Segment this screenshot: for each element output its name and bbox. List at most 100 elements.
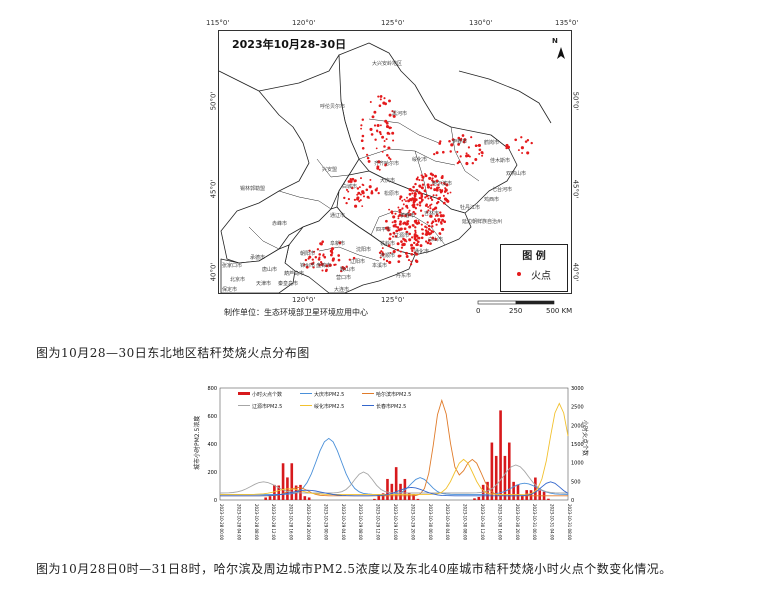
fire-point xyxy=(374,188,378,192)
fire-point xyxy=(360,124,363,127)
fire-point xyxy=(520,136,523,139)
fire-count-bar xyxy=(273,484,276,500)
fire-point xyxy=(445,183,449,187)
legend-text: 辽源市PM2.5 xyxy=(252,404,283,410)
map-canvas xyxy=(219,42,565,293)
fire-point xyxy=(421,175,425,179)
fire-point xyxy=(429,214,433,218)
legend-text: 哈尔滨市PM2.5 xyxy=(376,392,412,398)
fire-point xyxy=(419,192,422,195)
fire-point xyxy=(433,218,436,221)
fire-point xyxy=(415,260,419,263)
fire-count-bar xyxy=(538,490,542,500)
y-tick-left: 200 xyxy=(207,470,217,476)
fire-point xyxy=(367,159,371,163)
fire-point xyxy=(361,118,365,121)
place-label: 丹东市 xyxy=(396,273,412,279)
x-tick: 2023-10-28 04:00 xyxy=(236,504,241,541)
fire-point xyxy=(388,113,392,117)
fire-point xyxy=(420,186,424,190)
fire-point xyxy=(424,190,427,193)
fire-count-bar xyxy=(307,497,311,500)
fire-point xyxy=(345,188,349,191)
fire-point xyxy=(412,246,415,250)
y-tick-right: 1000 xyxy=(571,461,584,467)
y-tick-right: 2500 xyxy=(571,405,584,411)
place-label: 松原市 xyxy=(384,191,400,197)
fire-count-bar xyxy=(494,455,498,500)
fire-point xyxy=(413,251,417,255)
place-label: 葫芦岛市 xyxy=(284,271,305,277)
fire-point xyxy=(386,226,389,229)
fire-point xyxy=(465,161,468,165)
chart-legend: 小时火点个数 大庆市PM2.5 哈尔滨市PM2.5 辽源市PM2.5 绥化市PM… xyxy=(238,392,428,418)
fire-point xyxy=(465,152,468,155)
scale-bar xyxy=(477,300,555,305)
place-label: 沈阳市 xyxy=(356,247,372,253)
fire-point xyxy=(366,156,370,160)
fire-point xyxy=(401,214,404,217)
x-tick: 2023-10-31 04:00 xyxy=(550,504,555,541)
fire-point xyxy=(360,177,362,180)
fire-point xyxy=(414,207,418,210)
place-label: 鸡西市 xyxy=(484,197,500,203)
fire-point xyxy=(368,197,370,199)
fire-point xyxy=(396,226,400,229)
lat-tick: 50°0' xyxy=(209,91,218,111)
pm25-fire-chart: 0 200 400 600 800 0 500 1000 1500 2000 2500 3000 202… xyxy=(207,386,584,541)
fire-point xyxy=(316,248,320,251)
fire-point xyxy=(407,259,411,262)
fire-point xyxy=(398,213,402,217)
fire-count-bar xyxy=(547,498,550,500)
x-tick: 2023-10-28 08:00 xyxy=(254,504,259,541)
fire-point xyxy=(376,187,378,190)
fire-point xyxy=(405,251,408,255)
fire-point xyxy=(402,222,405,225)
fire-point xyxy=(418,190,421,193)
fire-point xyxy=(462,134,465,137)
fire-point xyxy=(398,222,402,226)
fire-point xyxy=(442,201,446,205)
fire-point xyxy=(303,263,306,266)
fire-point xyxy=(426,221,429,224)
legend-swatch xyxy=(362,393,374,394)
place-label: 赤峰市 xyxy=(272,221,288,227)
fire-point xyxy=(429,196,433,200)
fire-point xyxy=(329,253,333,257)
fire-point xyxy=(446,192,449,195)
fire-point xyxy=(419,244,423,248)
fire-point xyxy=(442,150,445,154)
place-label: 铁岭市 xyxy=(380,241,396,247)
fire-point xyxy=(376,130,379,133)
fire-point xyxy=(397,260,401,263)
fire-point xyxy=(365,188,369,192)
north-arrow-icon xyxy=(557,47,565,59)
fire-point xyxy=(347,190,350,193)
lon-tick: 130°0' xyxy=(469,19,493,27)
fire-point xyxy=(424,233,427,236)
fire-count-bar xyxy=(381,493,385,500)
fire-point xyxy=(421,183,425,186)
fire-point xyxy=(427,224,431,228)
place-label: 唐山市 xyxy=(262,267,278,273)
fire-point xyxy=(401,243,405,247)
fire-point xyxy=(415,177,419,181)
fire-point xyxy=(379,256,382,259)
fire-point xyxy=(338,241,342,245)
fire-point xyxy=(443,181,446,185)
fire-point xyxy=(320,261,323,264)
place-label: 大兴安岭地区 xyxy=(372,61,403,67)
fire-point xyxy=(439,140,442,143)
fire-point xyxy=(505,144,509,147)
fire-point xyxy=(400,246,404,249)
fire-point xyxy=(416,176,419,179)
fire-point xyxy=(397,206,400,209)
fire-point xyxy=(421,232,425,236)
fire-point xyxy=(328,263,332,267)
fire-point xyxy=(373,110,377,114)
legend-swatch xyxy=(238,392,250,395)
fire-point xyxy=(370,190,374,193)
fire-point xyxy=(410,236,414,239)
fire-point xyxy=(435,223,438,226)
fire-point xyxy=(362,184,365,187)
